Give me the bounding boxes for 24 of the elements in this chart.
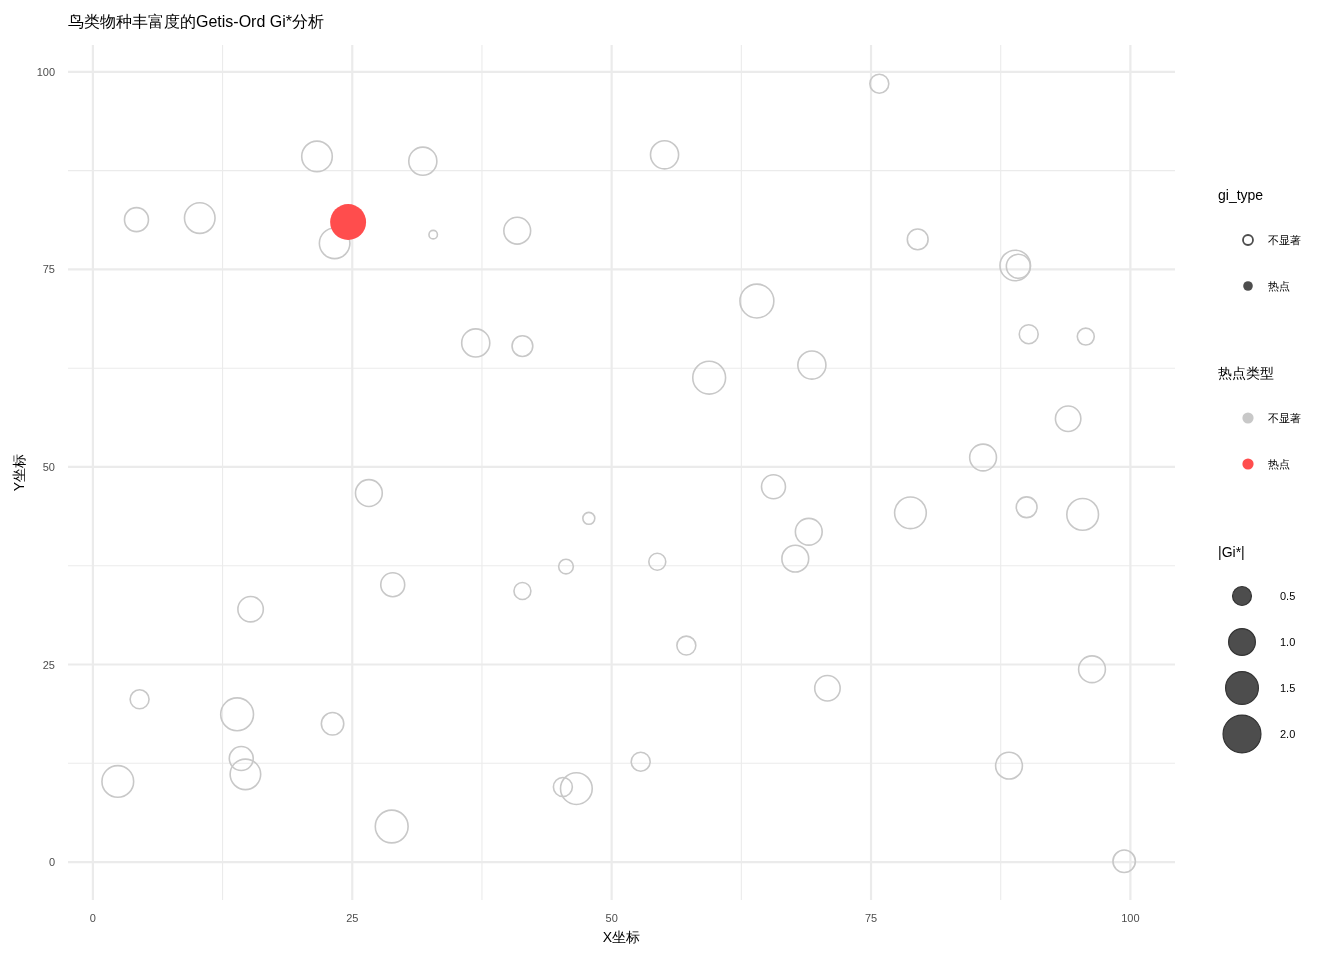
legend-label: 1.5 [1280, 682, 1296, 694]
legend-label: 热点 [1268, 280, 1290, 292]
legend-label: 不显著 [1268, 234, 1301, 246]
legend-label: 1.0 [1280, 636, 1296, 648]
legend-title: 热点类型 [1218, 365, 1274, 381]
y-tick-label: 25 [42, 658, 55, 671]
y-tick-label: 75 [42, 263, 55, 276]
legend-label: 不显著 [1268, 412, 1301, 424]
chart-title: 鸟类物种丰富度的Getis-Ord Gi*分析 [68, 13, 325, 30]
legend-label: 0.5 [1280, 590, 1296, 602]
x-tick-label: 50 [605, 912, 618, 924]
y-tick-label: 100 [36, 65, 55, 78]
x-tick-label: 75 [864, 912, 878, 924]
x-axis-title: X坐标 [602, 929, 641, 945]
legend-title: |Gi*| [1218, 544, 1245, 560]
x-tick-label: 25 [346, 912, 359, 924]
y-tick-label: 0 [48, 856, 55, 869]
legend-title: gi_type [1218, 187, 1264, 203]
legend-label: 热点 [1268, 458, 1290, 470]
legend-label: 2.0 [1280, 728, 1296, 740]
x-tick-label: 0 [89, 912, 96, 924]
x-tick-label: 100 [1121, 912, 1140, 924]
y-axis-title: Y坐标 [11, 453, 27, 492]
y-tick-label: 50 [42, 460, 55, 473]
